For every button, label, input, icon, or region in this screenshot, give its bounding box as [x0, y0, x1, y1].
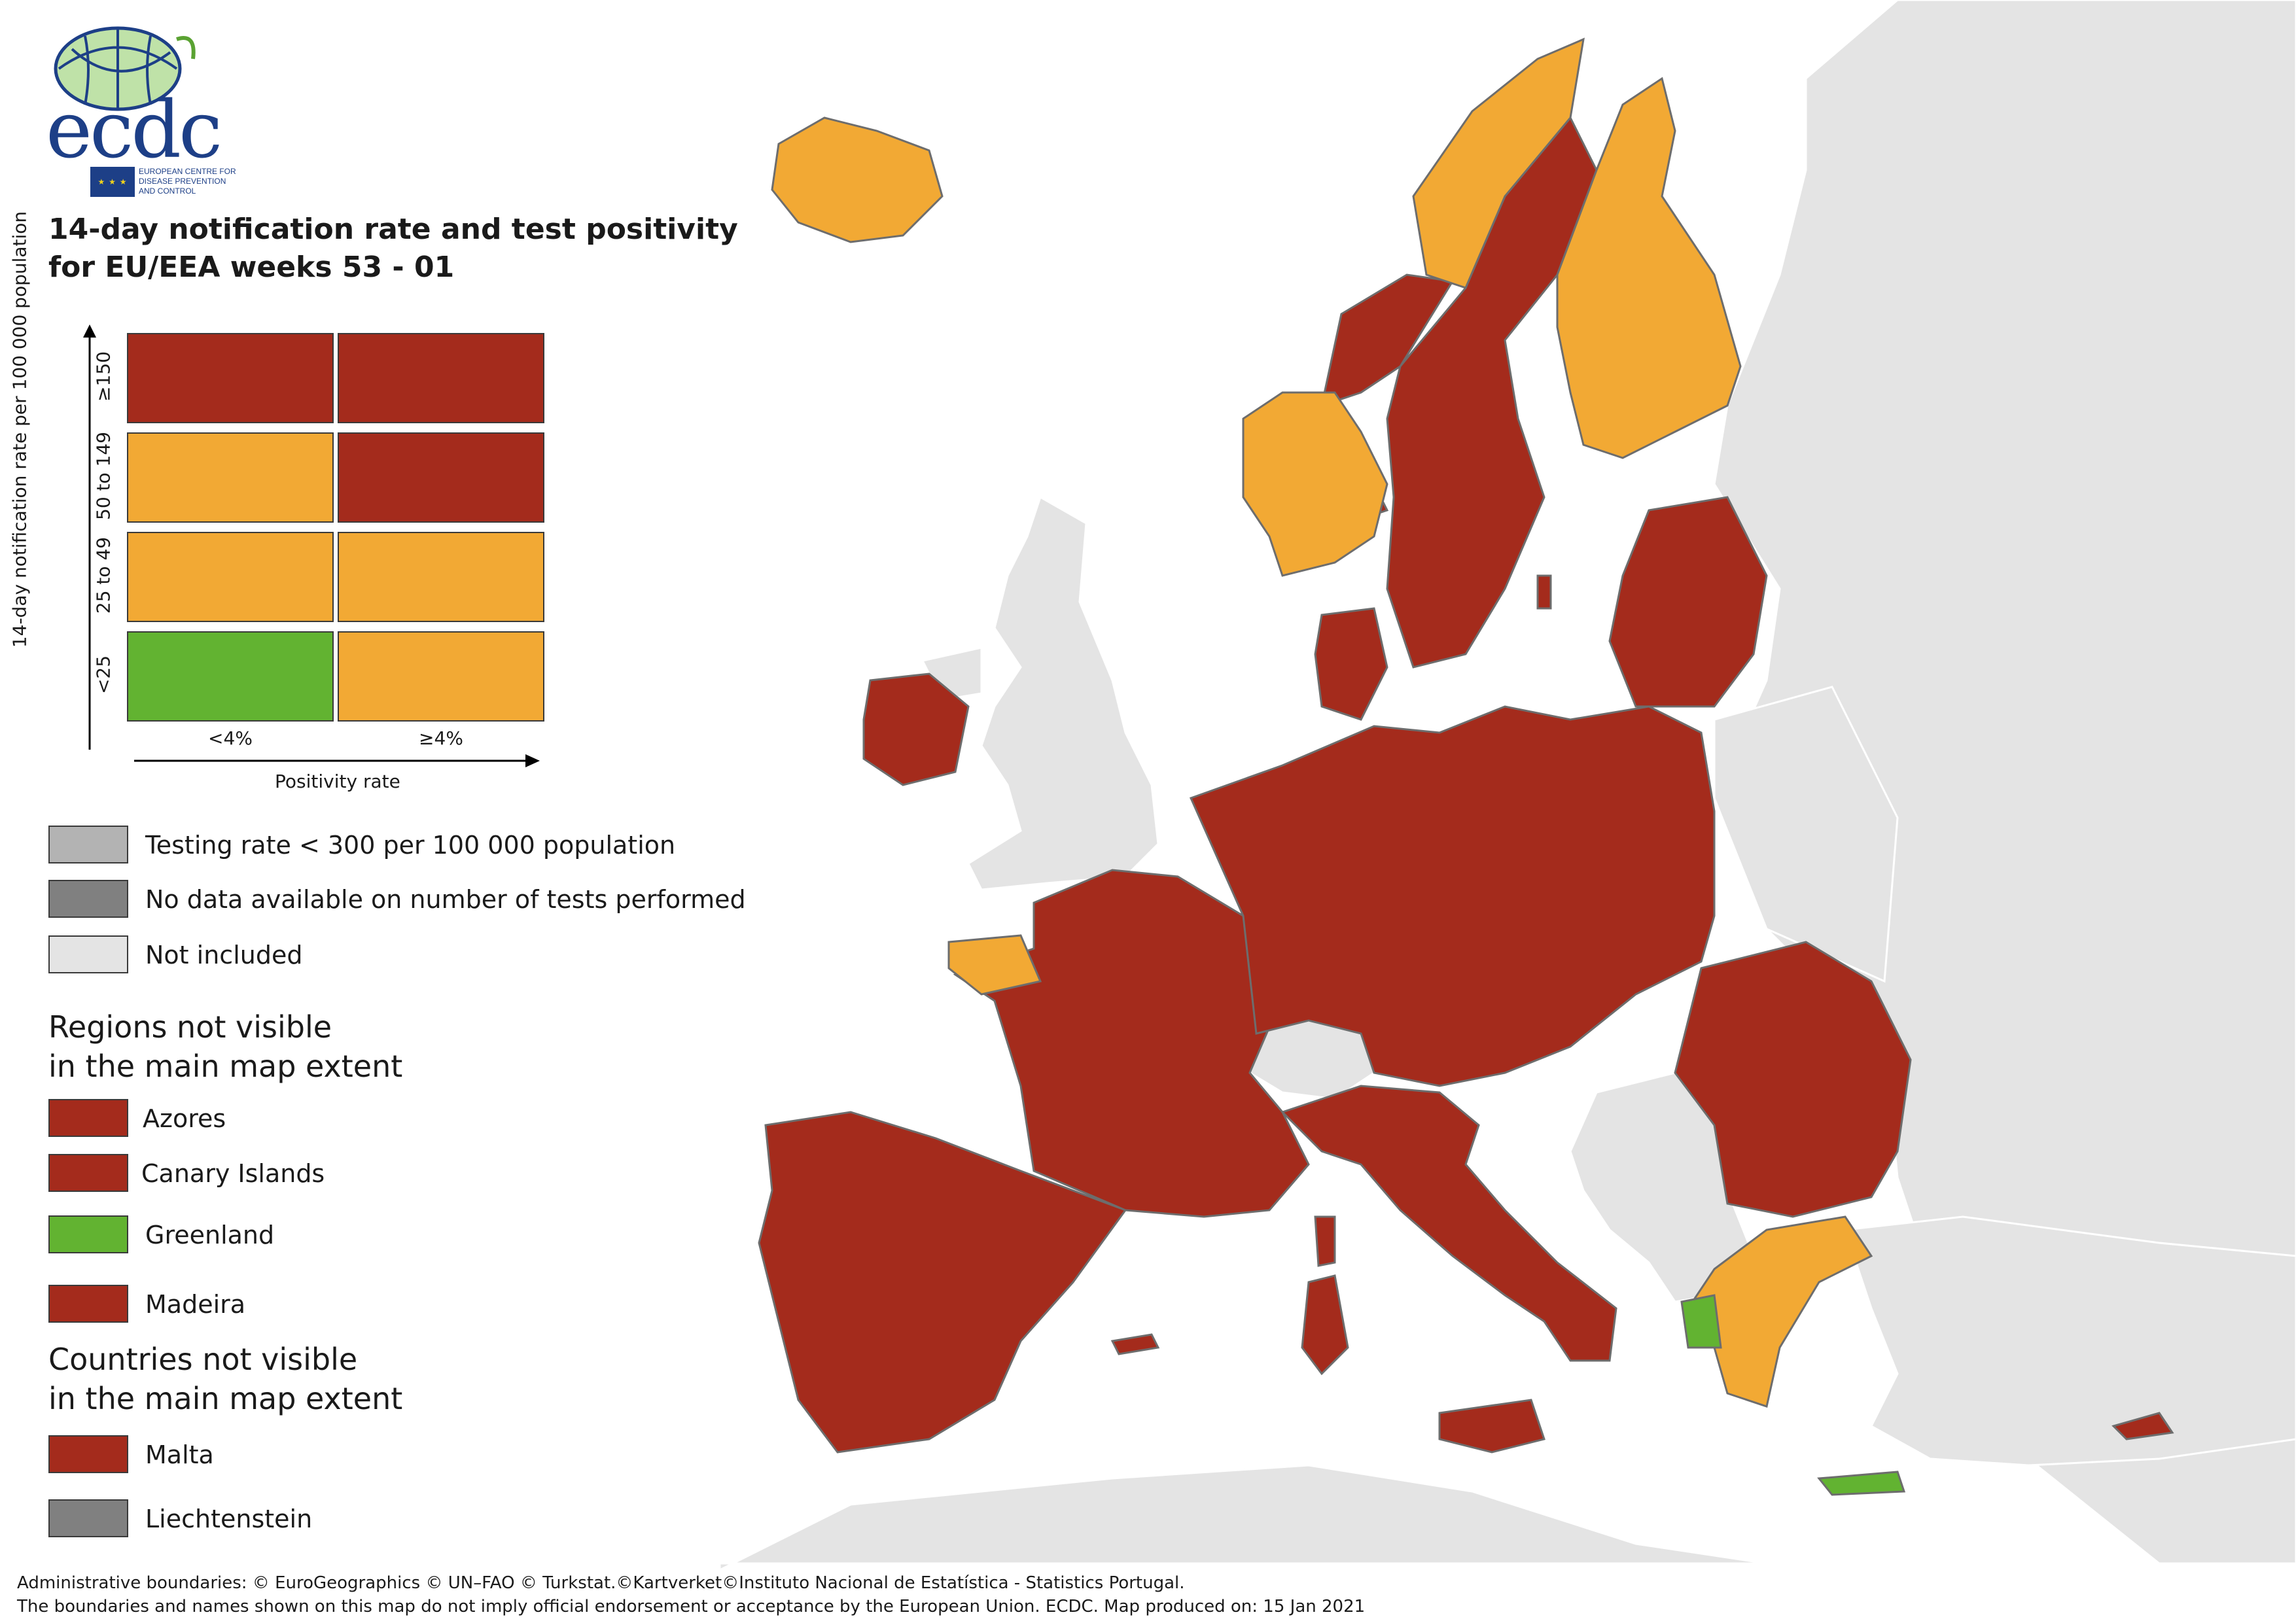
- legend-swatch: [48, 1154, 128, 1192]
- legend-label: Greenland: [145, 1221, 275, 1249]
- balearics: [1110, 1333, 1160, 1355]
- cyprus: [2111, 1412, 2174, 1440]
- central-europe: [1189, 705, 1716, 1087]
- legend-swatch: [48, 880, 128, 918]
- ecdc-subtitle: EUROPEAN CENTRE FOR DISEASE PREVENTION A…: [139, 167, 236, 196]
- matrix-cell-r3-c0: [127, 631, 334, 722]
- legend-label: No data available on number of tests per…: [145, 885, 746, 914]
- sardinia: [1301, 1274, 1349, 1376]
- turkey: [1843, 1215, 2296, 1467]
- map-title: 14-day notification rate and test positi…: [48, 213, 738, 284]
- matrix-cell-r1-c0: [127, 432, 334, 523]
- finland: [1556, 77, 1742, 459]
- iberia: [758, 1111, 1127, 1454]
- matrix-col-label: ≥4%: [419, 727, 463, 749]
- matrix-row-label: <25: [92, 655, 115, 695]
- legend-label: Testing rate < 300 per 100 000 populatio…: [145, 831, 676, 860]
- matrix-cell-r1-c1: [338, 432, 544, 523]
- legend-label: Liechtenstein: [145, 1505, 313, 1533]
- countries-heading: Countries not visible in the main map ex…: [48, 1342, 403, 1416]
- matrix-col-label: <4%: [208, 727, 253, 749]
- matrix-row-label: 25 to 49: [92, 536, 115, 614]
- matrix-y-axis-title: 14-day notification rate per 100 000 pop…: [9, 211, 31, 648]
- red-countries: [758, 116, 2174, 1454]
- legend-swatch: [48, 1285, 128, 1323]
- legend-swatch: [48, 1215, 128, 1253]
- legend-label: Canary Islands: [141, 1159, 325, 1188]
- gotland: [1536, 574, 1552, 610]
- legend-swatch: [48, 826, 128, 863]
- green-regions: [1680, 1294, 1906, 1496]
- matrix-cell-r2-c0: [127, 532, 334, 622]
- france: [953, 869, 1310, 1218]
- matrix-row-label: 50 to 149: [92, 432, 115, 520]
- ireland: [862, 672, 970, 786]
- legend-label: Madeira: [145, 1290, 246, 1319]
- regions-heading: Regions not visible in the main map exte…: [48, 1009, 403, 1084]
- matrix-x-axis-title: Positivity rate: [275, 771, 400, 792]
- belarus-ukraine: [1713, 686, 1899, 983]
- orange-regions: [771, 37, 1873, 1408]
- legend-swatch: [48, 935, 128, 973]
- north-africa: [718, 1464, 1767, 1572]
- iceland: [771, 116, 944, 243]
- matrix-cell-r2-c1: [338, 532, 544, 622]
- legend-label: Azores: [143, 1104, 226, 1133]
- non-included-land: [718, 0, 2296, 1572]
- norway-arctic: [1412, 37, 1585, 289]
- legend-label: Not included: [145, 941, 303, 969]
- x-axis-arrow: [134, 754, 540, 767]
- sicily: [1438, 1399, 1545, 1454]
- matrix-cell-r0-c0: [127, 333, 334, 423]
- matrix-row-label: ≥150: [92, 351, 115, 402]
- denmark: [1314, 607, 1388, 721]
- globe-icon: [54, 26, 196, 111]
- legend-swatch: [48, 1099, 128, 1137]
- great-britain: [967, 495, 1159, 891]
- italy: [1280, 1085, 1617, 1362]
- baltics: [1608, 496, 1768, 708]
- matrix-cell-r3-c1: [338, 631, 544, 722]
- attribution-footer: Administrative boundaries: © EuroGeograp…: [17, 1573, 1366, 1616]
- legend-swatch: [48, 1435, 128, 1473]
- matrix-cell-r0-c1: [338, 333, 544, 423]
- epirus: [1680, 1294, 1722, 1349]
- brittany: [947, 934, 1042, 996]
- legend-swatch: [48, 1499, 128, 1537]
- ecdc-wordmark: ecdc: [46, 85, 222, 176]
- ecdc-logo: [46, 13, 268, 203]
- corsica: [1314, 1215, 1336, 1267]
- crete: [1817, 1471, 1906, 1496]
- eu-flag-icon: ★ ★ ★: [90, 167, 135, 197]
- norway-south: [1242, 391, 1388, 577]
- romania-bulgaria: [1674, 941, 1912, 1218]
- y-axis-arrow: [83, 324, 96, 750]
- legend-label: Malta: [145, 1440, 214, 1469]
